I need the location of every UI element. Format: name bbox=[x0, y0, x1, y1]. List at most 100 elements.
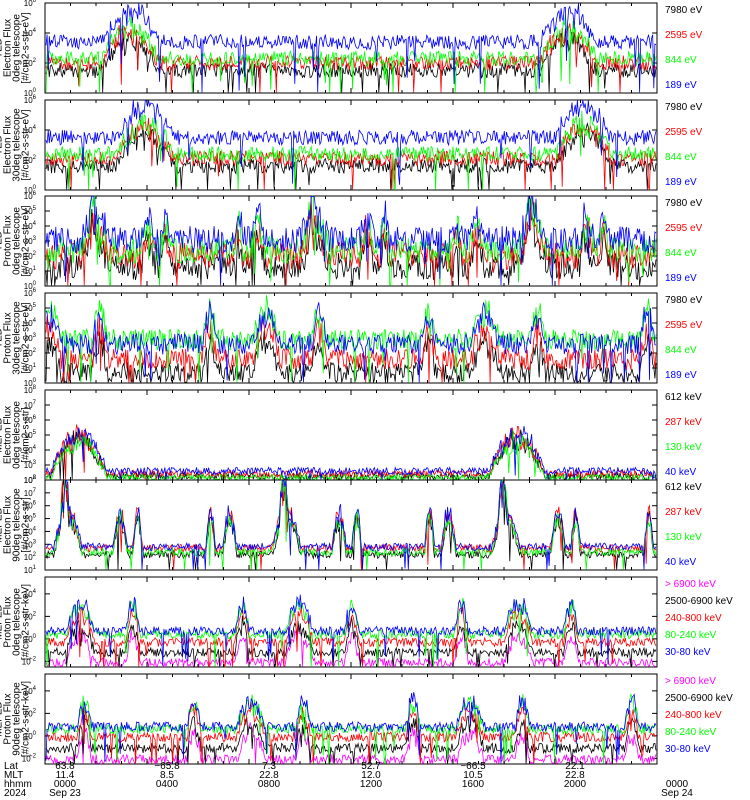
channel-label: 80-240 keV bbox=[665, 727, 716, 738]
y-tick-label: 102 bbox=[24, 251, 37, 261]
series-line bbox=[45, 478, 657, 570]
y-tick-label: 105 bbox=[24, 430, 37, 440]
channel-label: 40 keV bbox=[665, 557, 696, 568]
y-tick-label: 105 bbox=[24, 514, 37, 524]
y-tick-label: 102 bbox=[24, 58, 37, 68]
panel-1: 100 102 104 106 TEDElectron Flux0deg telesco… bbox=[0, 0, 703, 98]
y-tick-label: 104 bbox=[24, 221, 37, 231]
channel-label: 844 eV bbox=[665, 345, 697, 356]
series-line bbox=[45, 295, 657, 383]
y-axis-label: TEDElectron Flux30deg telescope[#/cm2-s-… bbox=[0, 108, 32, 182]
y-tick-label: 102 bbox=[24, 348, 37, 358]
y-tick-label: 106 bbox=[24, 288, 37, 298]
channel-label: 844 eV bbox=[665, 152, 697, 163]
panel-3: 100 101 102 103 104 105 106 TEDProton Flux0deg … bbox=[0, 191, 703, 291]
series-line bbox=[45, 597, 657, 667]
series-line bbox=[45, 702, 657, 764]
x-axis-mlt-label: 22.8 bbox=[259, 770, 279, 781]
channel-label: 7980 eV bbox=[665, 198, 703, 209]
y-tick-label: 105 bbox=[24, 303, 37, 313]
series-line bbox=[45, 99, 657, 185]
series-line bbox=[45, 479, 657, 570]
y-tick-label: 100 bbox=[24, 281, 37, 291]
series-line bbox=[45, 195, 657, 286]
y-tick-label: 100 bbox=[24, 88, 37, 98]
x-axis-lat-label: 7.3 bbox=[262, 761, 276, 772]
y-tick-label: 100 bbox=[24, 634, 37, 644]
x-axis-lat-label: −65.8 bbox=[154, 761, 180, 772]
x-axis-hhmm-label: 0800 bbox=[258, 779, 281, 790]
series-line bbox=[45, 330, 657, 384]
series-line bbox=[45, 117, 657, 191]
channel-label: 2595 eV bbox=[665, 223, 703, 234]
x-axis-mlt-label: 10.5 bbox=[463, 770, 483, 781]
channel-label: 2595 eV bbox=[665, 320, 703, 331]
series-line bbox=[45, 315, 657, 383]
series-line bbox=[45, 195, 657, 287]
plot-frame bbox=[44, 389, 658, 481]
x-axis-date-label: Sep 24 bbox=[661, 788, 693, 799]
channel-label: 189 eV bbox=[665, 80, 697, 91]
axis-row-label: 2024 bbox=[4, 788, 27, 799]
channel-label: 130 keV bbox=[665, 532, 702, 543]
channel-label: 287 keV bbox=[665, 507, 702, 518]
series-line bbox=[45, 606, 657, 668]
y-tick-label: 106 bbox=[24, 0, 37, 8]
x-axis-mlt-label: 12.0 bbox=[361, 770, 381, 781]
series-line bbox=[45, 615, 657, 667]
x-axis-mlt-label: 8.5 bbox=[160, 770, 174, 781]
series-line bbox=[45, 479, 657, 570]
y-axis-label: MEPEDProton Flux90deg telescope[#/cm2-s-… bbox=[0, 681, 32, 757]
y-tick-label: 104 bbox=[24, 589, 37, 599]
x-axis-hhmm-label: 1600 bbox=[462, 779, 485, 790]
channel-label: 612 keV bbox=[665, 392, 702, 403]
x-axis-mlt-label: 11.4 bbox=[56, 770, 75, 781]
y-axis-label: MEPEDElectron Flux0deg telescope[#/cm2-s… bbox=[0, 401, 32, 469]
y-tick-label: 102 bbox=[24, 552, 37, 562]
x-axis-hhmm-label: 0000 bbox=[54, 779, 77, 790]
channel-label: 240-800 keV bbox=[665, 710, 722, 721]
y-tick-label: 101 bbox=[24, 266, 37, 276]
series-line bbox=[45, 479, 657, 570]
channel-label: 2500-6900 keV bbox=[665, 693, 733, 704]
panel-6: 101 102 103 104 105 106 107 108 MEPEDElectron Fl… bbox=[0, 475, 702, 575]
axis-row-label: hhmm bbox=[4, 779, 32, 790]
channel-label: 2500-6900 keV bbox=[665, 596, 733, 607]
y-tick-label: 104 bbox=[24, 125, 37, 135]
y-tick-label: 102 bbox=[24, 708, 37, 718]
channel-label: 7980 eV bbox=[665, 5, 703, 16]
y-axis-label: TEDProton Flux30deg telescope[#/cm2-s-st… bbox=[0, 301, 32, 375]
y-tick-label: 102 bbox=[24, 475, 37, 485]
y-tick-label: 104 bbox=[24, 445, 37, 455]
y-tick-label: 100 bbox=[24, 378, 37, 388]
axis-row-label: MLT bbox=[4, 770, 23, 781]
y-tick-label: 102 bbox=[24, 155, 37, 165]
channel-label: 844 eV bbox=[665, 248, 697, 259]
y-axis-label: TEDElectron Flux0deg telescope[#/cm2-s-s… bbox=[0, 12, 32, 83]
y-tick-label: 104 bbox=[24, 28, 37, 38]
y-tick-label: 106 bbox=[24, 501, 37, 511]
channel-label: 844 eV bbox=[665, 55, 697, 66]
y-tick-label: 10-2 bbox=[22, 753, 37, 763]
series-line bbox=[45, 110, 657, 190]
y-tick-label: 104 bbox=[24, 318, 37, 328]
x-axis-mlt-label: 22.8 bbox=[565, 770, 585, 781]
y-tick-label: 103 bbox=[24, 460, 37, 470]
series-line bbox=[45, 300, 657, 383]
channel-label: 30-80 keV bbox=[665, 647, 711, 658]
x-axis-hhmm-label: 2000 bbox=[564, 779, 587, 790]
y-tick-label: 102 bbox=[24, 611, 37, 621]
y-tick-label: 104 bbox=[24, 686, 37, 696]
panel-2: 100 102 104 106 TEDElectron Flux30deg telesc… bbox=[0, 95, 703, 195]
y-tick-label: 101 bbox=[24, 565, 37, 575]
y-tick-label: 108 bbox=[24, 475, 37, 485]
y-tick-label: 103 bbox=[24, 236, 37, 246]
channel-label: 189 eV bbox=[665, 273, 697, 284]
channel-label: 189 eV bbox=[665, 370, 697, 381]
series-line bbox=[45, 692, 657, 764]
channel-label: 7980 eV bbox=[665, 295, 703, 306]
panel-5: 102 103 104 105 106 107 108 MEPEDElectron Flux0… bbox=[0, 385, 702, 485]
